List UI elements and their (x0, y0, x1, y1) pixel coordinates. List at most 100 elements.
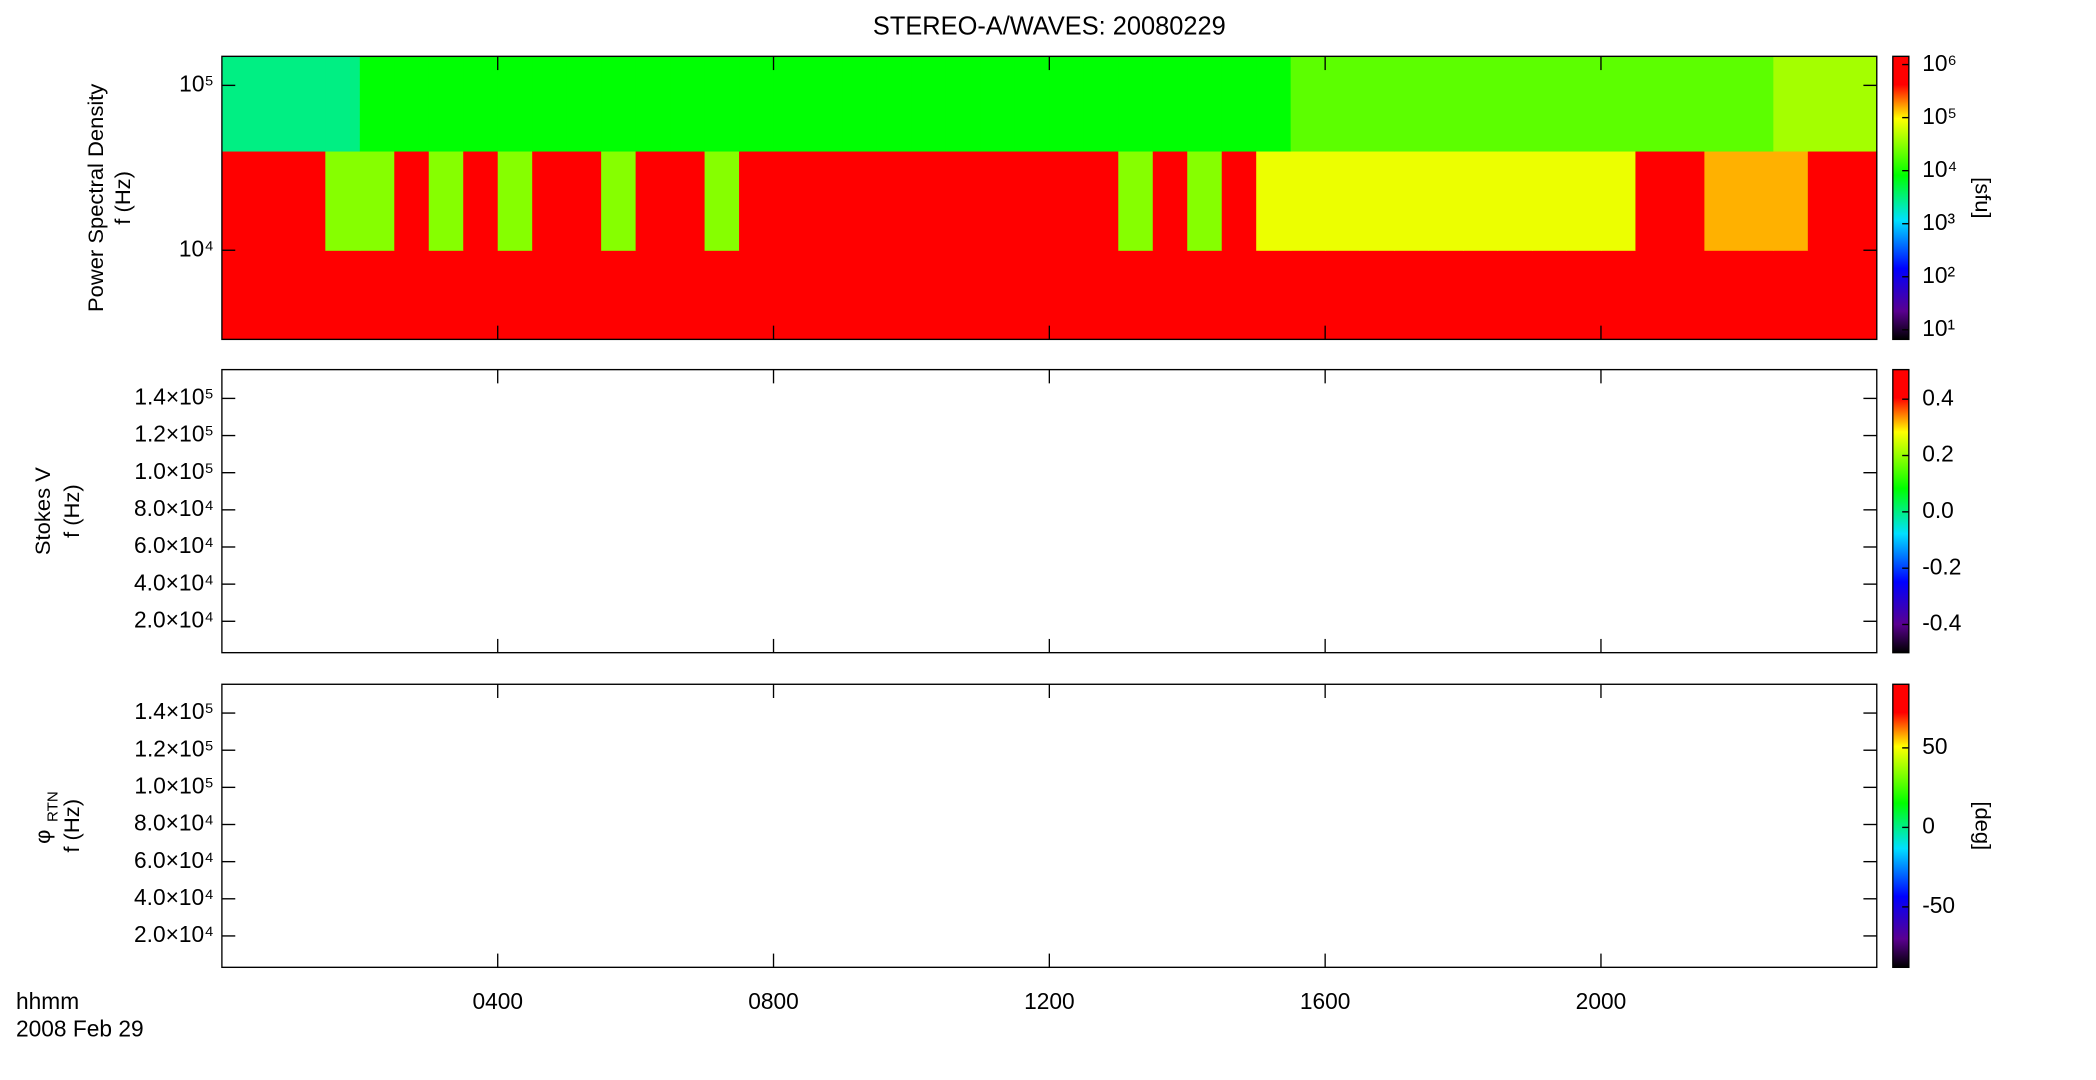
heatmap-cell (945, 150, 981, 251)
heatmap-cell (1773, 56, 1809, 152)
heatmap-cell (463, 56, 499, 152)
heatmap-cell (463, 250, 499, 340)
y-tick-label: 6.0×10⁴ (134, 847, 214, 873)
heatmap-cell (876, 250, 912, 340)
heatmap-cell (1497, 250, 1533, 340)
colorbar (1892, 55, 1910, 341)
heatmap-cell (1256, 250, 1292, 340)
heatmap-cell (290, 150, 326, 251)
heatmap-cell (601, 250, 637, 340)
y-axis-label: f (Hz) (59, 484, 84, 538)
heatmap-cell (601, 150, 637, 251)
heatmap-cell (359, 56, 395, 152)
heatmap-cell (1704, 250, 1740, 340)
heatmap-cell (739, 150, 775, 251)
heatmap-cell (463, 150, 499, 251)
heatmap-cell (1325, 250, 1361, 340)
heatmap-cell (1635, 250, 1671, 340)
heatmap-cell (980, 56, 1016, 152)
heatmap-cell (1187, 56, 1223, 152)
heatmap-cell (221, 56, 257, 152)
colorbar-label: [deg] (1970, 801, 1995, 850)
heatmap-cell (428, 250, 464, 340)
heatmap-cell (1118, 150, 1154, 251)
heatmap-cell (1290, 56, 1326, 152)
heatmap-cell (635, 56, 671, 152)
y-tick-label: 1.2×10⁵ (134, 735, 214, 761)
heatmap-cell (945, 56, 981, 152)
heatmap-cell (428, 56, 464, 152)
heatmap-cell (945, 250, 981, 340)
y-tick-label: 4.0×10⁴ (134, 884, 214, 910)
y-tick-label: 2.0×10⁴ (134, 606, 214, 632)
y-tick-label: 1.0×10⁵ (134, 772, 214, 798)
heatmap-cell (704, 56, 740, 152)
y-tick-label: 8.0×10⁴ (134, 495, 214, 521)
heatmap-cell (1118, 56, 1154, 152)
heatmap-cell (1704, 150, 1740, 251)
colorbar-tick-label: -0.4 (1922, 609, 1961, 635)
heatmap-cell (1669, 56, 1705, 152)
heatmap-cell (1290, 150, 1326, 251)
heatmap-cell (1394, 150, 1430, 251)
colorbar-tick-label: 0.4 (1922, 384, 1954, 410)
y-axis-subscript: RTN (46, 791, 62, 822)
colorbar (1892, 683, 1910, 969)
heatmap-cell (256, 250, 292, 340)
heatmap-cell (1359, 150, 1395, 251)
heatmap-cell (808, 56, 844, 152)
heatmap-cell (1049, 150, 1085, 251)
heatmap-cell (773, 150, 809, 251)
heatmap-cell (635, 250, 671, 340)
heatmap-cell (497, 250, 533, 340)
x-tick-label: 2000 (1576, 988, 1627, 1014)
heatmap-cell (1566, 250, 1602, 340)
y-tick-label: 1.0×10⁵ (134, 458, 214, 484)
y-tick-label: 1.4×10⁵ (134, 698, 214, 724)
y-tick-label: 2.0×10⁴ (134, 921, 214, 947)
heatmap-cell (911, 250, 947, 340)
colorbar-tick-label: 10² (1922, 262, 1955, 288)
y-axis-label: Power Spectral Density (84, 84, 109, 312)
heatmap-cell (256, 56, 292, 152)
y-axis-label: f (Hz) (59, 799, 84, 853)
heatmap-cell (532, 150, 568, 251)
heatmap-cell (290, 56, 326, 152)
heatmap-cell (1842, 250, 1878, 340)
heatmap-cell (1359, 250, 1395, 340)
heatmap-cell (1014, 150, 1050, 251)
x-tick-label: 0400 (472, 988, 523, 1014)
heatmap-cell (428, 150, 464, 251)
colorbar-tick-label: -0.2 (1922, 553, 1961, 579)
heatmap-cell (773, 56, 809, 152)
colorbar-tick-label: 10¹ (1922, 315, 1955, 341)
y-axis-label: f (Hz) (110, 171, 135, 225)
heatmap-cell (1083, 150, 1119, 251)
heatmap-cell (1807, 150, 1843, 251)
date-label: 2008 Feb 29 (16, 1015, 144, 1041)
heatmap-cell (911, 150, 947, 251)
x-tick-label: 0800 (748, 988, 799, 1014)
heatmap-cell (1325, 56, 1361, 152)
heatmap-cell (1187, 150, 1223, 251)
x-tick-label: 1200 (1024, 988, 1075, 1014)
heatmap-cell (704, 250, 740, 340)
heatmap-cell (566, 56, 602, 152)
heatmap-cell (394, 56, 430, 152)
colorbar-tick-label: 50 (1922, 733, 1947, 759)
heatmap-cell (1463, 150, 1499, 251)
heatmap-cell (1049, 56, 1085, 152)
colorbar-tick-label: -50 (1922, 892, 1955, 918)
heatmap-cell (1566, 150, 1602, 251)
heatmap-cell (325, 56, 361, 152)
heatmap-cell (1738, 150, 1774, 251)
heatmap-cell (394, 150, 430, 251)
y-tick-label: 6.0×10⁴ (134, 532, 214, 558)
heatmap-cell (1566, 56, 1602, 152)
heatmap-cell (1290, 250, 1326, 340)
heatmap-cell (1428, 250, 1464, 340)
y-axis-label: Stokes V (30, 467, 55, 555)
heatmap-cell (1083, 56, 1119, 152)
heatmap-cell (1600, 150, 1636, 251)
